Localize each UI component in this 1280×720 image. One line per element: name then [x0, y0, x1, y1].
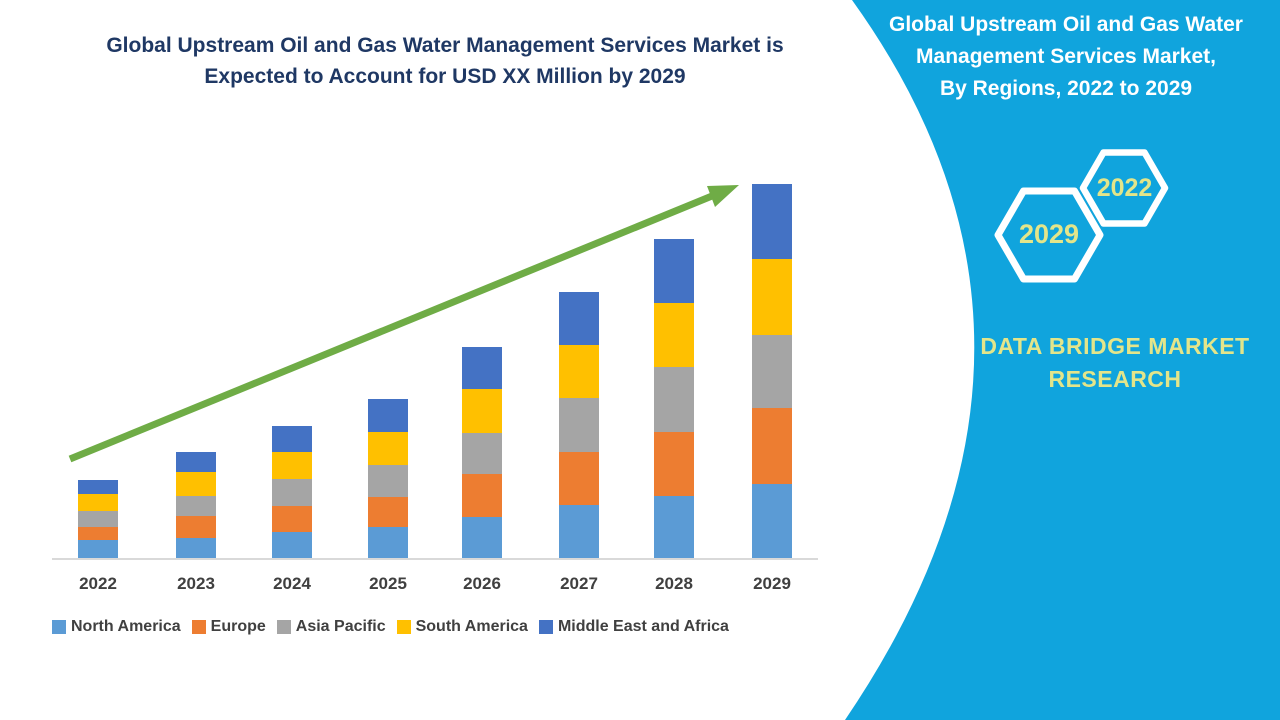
brand-text-line1: DATA BRIDGE MARKET — [980, 333, 1250, 359]
bar-segment-2022-asia-pacific — [78, 511, 118, 527]
bar-segment-2029-middle-east-and-africa — [752, 184, 792, 259]
bar-segment-2025-europe — [368, 497, 408, 527]
bar-segment-2027-middle-east-and-africa — [559, 292, 599, 345]
brand-text: DATA BRIDGE MARKET RESEARCH — [950, 330, 1280, 396]
bar-segment-2029-europe — [752, 408, 792, 484]
x-axis-label-2026: 2026 — [463, 574, 501, 593]
bar-segment-2023-europe — [176, 516, 216, 538]
x-axis-label-2029: 2029 — [753, 574, 791, 593]
bar-segment-2026-north-america — [462, 517, 502, 559]
bar-segment-2028-north-america — [654, 496, 694, 559]
bar-segment-2022-europe — [78, 527, 118, 540]
hexagon-2022-label: 2022 — [1096, 174, 1153, 202]
bar-segment-2022-south-america — [78, 494, 118, 511]
legend-swatch-icon — [276, 620, 291, 634]
bar-segment-2025-south-america — [368, 432, 408, 465]
legend-swatch-icon — [52, 620, 66, 634]
bar-segment-2025-asia-pacific — [368, 465, 408, 497]
legend-swatch-icon — [191, 620, 206, 634]
bar-segment-2028-asia-pacific — [654, 367, 694, 432]
legend: North America Europe Asia Pacific South Ame… — [52, 618, 852, 636]
legend-swatch-icon — [396, 620, 411, 634]
legend-item-middle-east-and-africa: Middle East and Africa — [538, 618, 729, 636]
bar-segment-2029-south-america — [752, 259, 792, 335]
bar-segment-2024-europe — [272, 506, 312, 532]
x-axis-label-2028: 2028 — [655, 574, 693, 593]
bar-segment-2025-north-america — [368, 527, 408, 559]
x-axis-label-2022: 2022 — [79, 574, 117, 593]
bar-segment-2027-europe — [559, 452, 599, 505]
chart-title: Global Upstream Oil and Gas Water Manage… — [40, 30, 850, 92]
bar-segment-2022-middle-east-and-africa — [78, 480, 118, 494]
side-panel-title-line1: Global Upstream Oil and Gas Water — [889, 13, 1243, 36]
bar-segment-2027-asia-pacific — [559, 398, 599, 452]
bar-segment-2027-north-america — [559, 505, 599, 559]
hexagon-2029-outline — [994, 187, 1104, 283]
bar-segment-2026-europe — [462, 474, 502, 517]
bar-segment-2024-north-america — [272, 532, 312, 559]
x-axis-label-2027: 2027 — [560, 574, 598, 593]
x-axis-label-2024: 2024 — [273, 574, 311, 593]
bar-segment-2027-south-america — [559, 345, 599, 398]
brand-text-line2: RESEARCH — [1048, 366, 1182, 392]
bar-segment-2026-south-america — [462, 389, 502, 433]
legend-label: Asia Pacific — [295, 618, 386, 635]
legend-item-north-america: North America — [52, 618, 181, 636]
bar-segment-2026-asia-pacific — [462, 433, 502, 474]
bar-segment-2028-europe — [654, 432, 694, 496]
bar-segment-2024-asia-pacific — [272, 479, 312, 506]
bar-segment-2022-north-america — [78, 540, 118, 559]
x-axis-label-2023: 2023 — [177, 574, 215, 593]
bar-segment-2029-north-america — [752, 484, 792, 559]
side-panel-title-line3: By Regions, 2022 to 2029 — [939, 77, 1193, 100]
side-panel-title-line2: Management Services Market, — [916, 45, 1216, 68]
legend-label: North America — [71, 618, 181, 635]
x-axis-label-2025: 2025 — [369, 574, 407, 593]
bar-segment-2023-asia-pacific — [176, 496, 216, 516]
chart-title-line1: Global Upstream Oil and Gas Water Manage… — [106, 34, 784, 57]
trend-arrow-shaft — [68, 192, 714, 463]
legend-item-europe: Europe — [191, 618, 266, 636]
bar-segment-2028-south-america — [654, 303, 694, 367]
bar-segment-2024-middle-east-and-africa — [272, 426, 312, 452]
bar-segment-2026-middle-east-and-africa — [462, 347, 502, 389]
side-panel-title: Global Upstream Oil and Gas Water Manage… — [880, 9, 1252, 105]
legend-item-asia-pacific: Asia Pacific — [276, 618, 386, 636]
hexagon-2029-label: 2029 — [1018, 219, 1080, 249]
x-axis-line — [52, 558, 818, 560]
bar-segment-2024-south-america — [272, 452, 312, 479]
bar-segment-2029-asia-pacific — [752, 335, 792, 408]
legend-label: Europe — [210, 618, 266, 635]
legend-swatch-icon — [538, 620, 553, 634]
chart-title-line2: Expected to Account for USD XX Million b… — [204, 65, 686, 88]
legend-label: Middle East and Africa — [557, 618, 729, 635]
bar-segment-2023-middle-east-and-africa — [176, 452, 216, 472]
bar-segment-2023-north-america — [176, 538, 216, 559]
bar-segment-2023-south-america — [176, 472, 216, 496]
legend-label: South America — [415, 618, 528, 635]
bar-segment-2025-middle-east-and-africa — [368, 399, 408, 432]
hexagon-2022-outline — [1079, 149, 1169, 227]
bar-segment-2028-middle-east-and-africa — [654, 239, 694, 303]
legend-item-south-america: South America — [396, 618, 528, 636]
trend-arrow-head — [707, 185, 739, 207]
blue-side-panel — [845, 0, 1280, 720]
